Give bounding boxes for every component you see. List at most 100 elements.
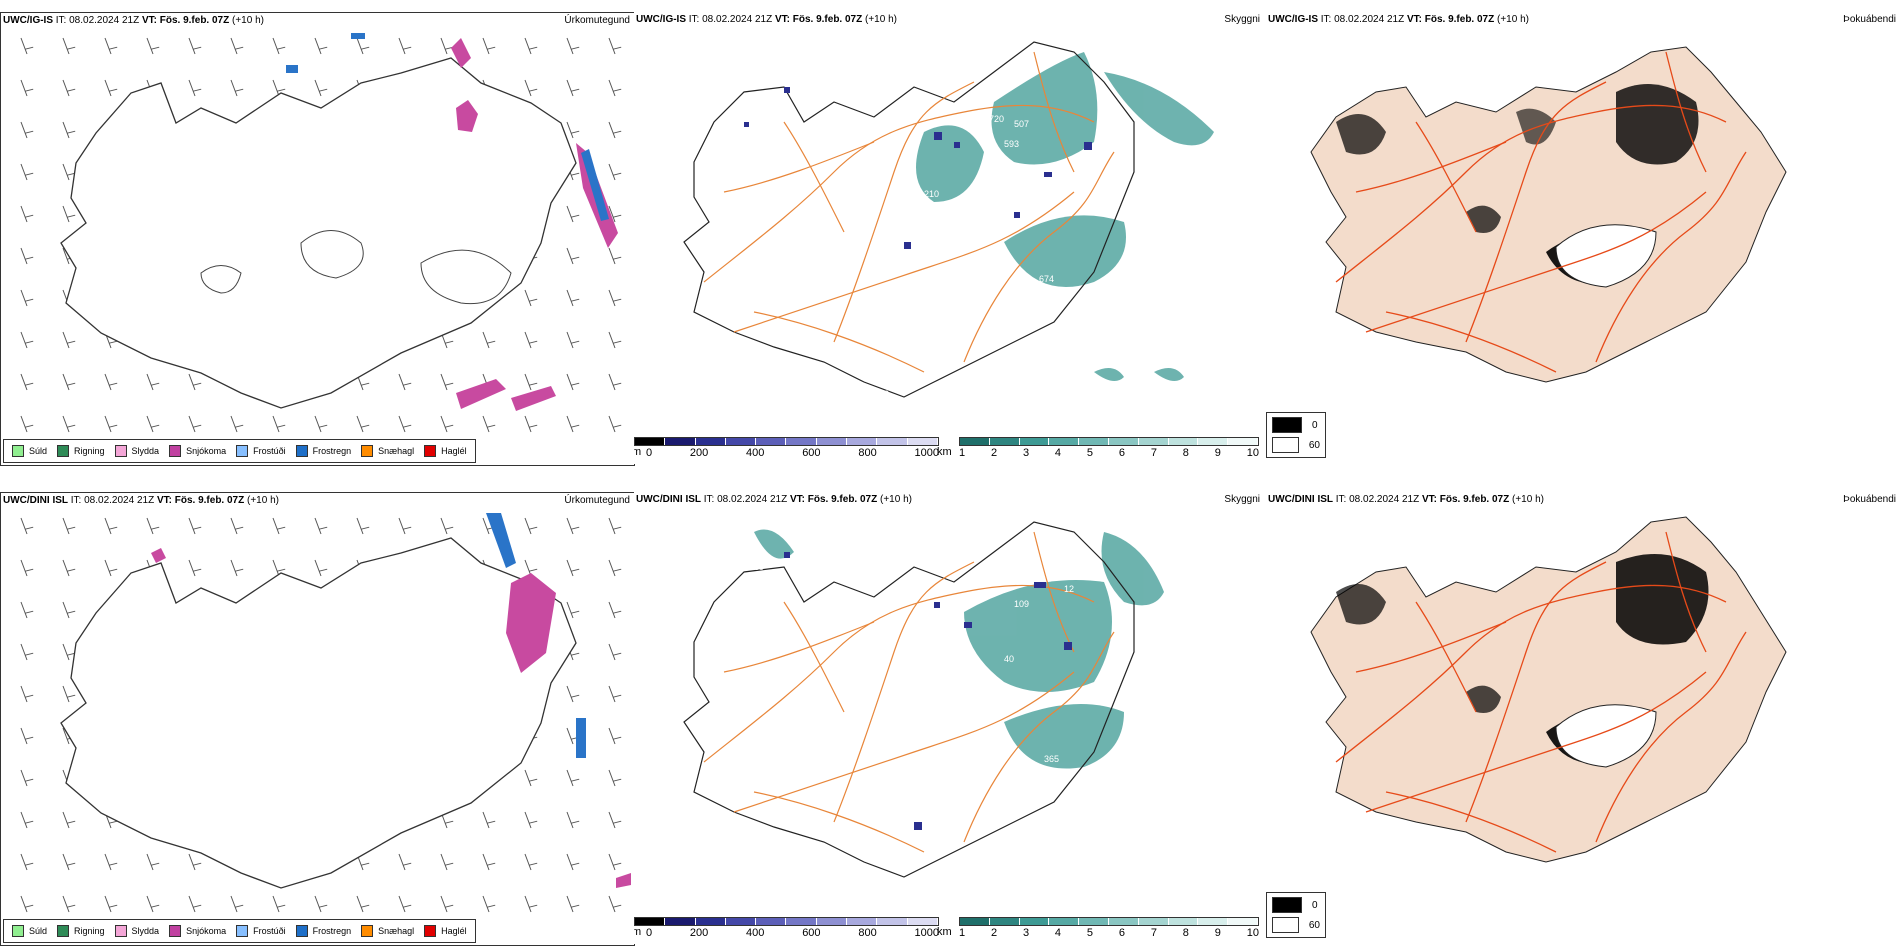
wind-barb xyxy=(20,163,34,181)
wind-barb xyxy=(188,37,202,55)
wind-barb xyxy=(566,415,580,433)
swatch-snow xyxy=(169,445,182,457)
wind-barb xyxy=(440,853,454,871)
wind-barb xyxy=(188,895,202,913)
map-precip-bottom xyxy=(20,513,631,913)
wind-barb xyxy=(20,79,34,97)
wind-barb xyxy=(104,853,118,871)
wind-barb xyxy=(62,895,76,913)
wind-barb xyxy=(20,727,34,745)
wind-barb xyxy=(20,853,34,871)
cloud-base-colorbar: m 0 200 400 600 800 1000 xyxy=(634,917,939,939)
fog-legend: 0 60 xyxy=(1266,892,1326,938)
visibility-colorbar: km 1 2 3 4 5 6 7 8 9 10 xyxy=(937,437,1259,459)
wind-barb xyxy=(524,559,538,577)
road xyxy=(1595,151,1747,363)
wind-barb xyxy=(482,895,496,913)
wind-barb xyxy=(356,895,370,913)
swatch-hail xyxy=(424,445,437,457)
wind-barb xyxy=(62,205,76,223)
wind-barb xyxy=(104,895,118,913)
wind-barb xyxy=(482,331,496,349)
map-fog-top xyxy=(1310,46,1787,383)
wind-barb xyxy=(20,685,34,703)
wind-barb xyxy=(482,853,496,871)
wind-barb xyxy=(20,373,34,391)
ceiling-label: 674 xyxy=(1039,274,1054,284)
road xyxy=(1335,104,1727,283)
road xyxy=(1665,51,1707,173)
wind-barb xyxy=(566,559,580,577)
wind-barb xyxy=(20,37,34,55)
wind-barb xyxy=(566,121,580,139)
swatch-rain xyxy=(57,445,70,457)
wind-barb xyxy=(272,415,286,433)
road-network xyxy=(1335,531,1747,853)
road xyxy=(1355,621,1507,673)
road-network xyxy=(703,51,1115,373)
wind-barb xyxy=(608,517,622,535)
wind-barb xyxy=(482,37,496,55)
wind-barb xyxy=(188,517,202,535)
wind-barb xyxy=(104,517,118,535)
wind-barb xyxy=(524,79,538,97)
wind-barb xyxy=(188,373,202,391)
map-fog-bottom xyxy=(1310,516,1787,863)
road xyxy=(1415,601,1477,713)
wind-barb xyxy=(146,373,160,391)
swatch-snow-pellets xyxy=(361,925,374,937)
wind-barb xyxy=(356,415,370,433)
road xyxy=(723,141,875,193)
wind-barb xyxy=(608,79,622,97)
wind-barb xyxy=(608,769,622,787)
ceiling-label: 851 xyxy=(919,209,934,219)
wind-barb xyxy=(524,895,538,913)
road xyxy=(1415,121,1477,233)
wind-barb xyxy=(314,559,328,577)
wind-barb xyxy=(272,37,286,55)
wind-barb xyxy=(566,769,580,787)
snow-areas xyxy=(151,548,631,888)
wind-barb xyxy=(608,415,622,433)
wind-barb xyxy=(440,517,454,535)
wind-barb xyxy=(20,205,34,223)
wind-barb xyxy=(524,853,538,871)
wind-barb xyxy=(230,37,244,55)
iceland-outline xyxy=(60,537,577,889)
wind-barb xyxy=(566,373,580,391)
wind-barb xyxy=(20,895,34,913)
wind-barb xyxy=(230,79,244,97)
wind-barb xyxy=(188,559,202,577)
cloud-base-colorbar: m 0 200 400 600 800 1000 xyxy=(634,437,939,459)
wind-barb xyxy=(62,811,76,829)
wind-barb xyxy=(608,331,622,349)
wind-barb xyxy=(608,895,622,913)
wind-barb xyxy=(608,727,622,745)
wind-barb xyxy=(608,685,622,703)
panel-title: UWC/DINI ISL IT: 08.02.2024 21Z VT: Fös.… xyxy=(3,495,279,506)
panel-title: UWC/IG-IS IT: 08.02.2024 21Z VT: Fös. 9.… xyxy=(3,15,264,26)
wind-barb xyxy=(62,559,76,577)
wind-barb xyxy=(62,517,76,535)
wind-barb xyxy=(62,121,76,139)
cloud-base-marks xyxy=(784,552,1072,830)
wind-barb xyxy=(566,517,580,535)
wind-barb xyxy=(20,601,34,619)
wind-barb xyxy=(104,79,118,97)
wind-barb xyxy=(272,79,286,97)
road xyxy=(1355,141,1507,193)
wind-barb xyxy=(104,37,118,55)
ceiling-label: 507 xyxy=(1014,119,1029,129)
wind-barb xyxy=(566,289,580,307)
wind-barb xyxy=(566,895,580,913)
road xyxy=(783,601,845,713)
road xyxy=(963,631,1115,843)
panel-fog-bottom: UWC/DINI ISL IT: 08.02.2024 21Z VT: Fös.… xyxy=(1266,492,1900,944)
road xyxy=(1335,584,1727,763)
wind-barb xyxy=(608,601,622,619)
ceiling-label: 40 xyxy=(964,684,974,694)
wind-barb xyxy=(398,415,412,433)
swatch-hail xyxy=(424,925,437,937)
wind-barb xyxy=(440,415,454,433)
road xyxy=(833,561,975,823)
